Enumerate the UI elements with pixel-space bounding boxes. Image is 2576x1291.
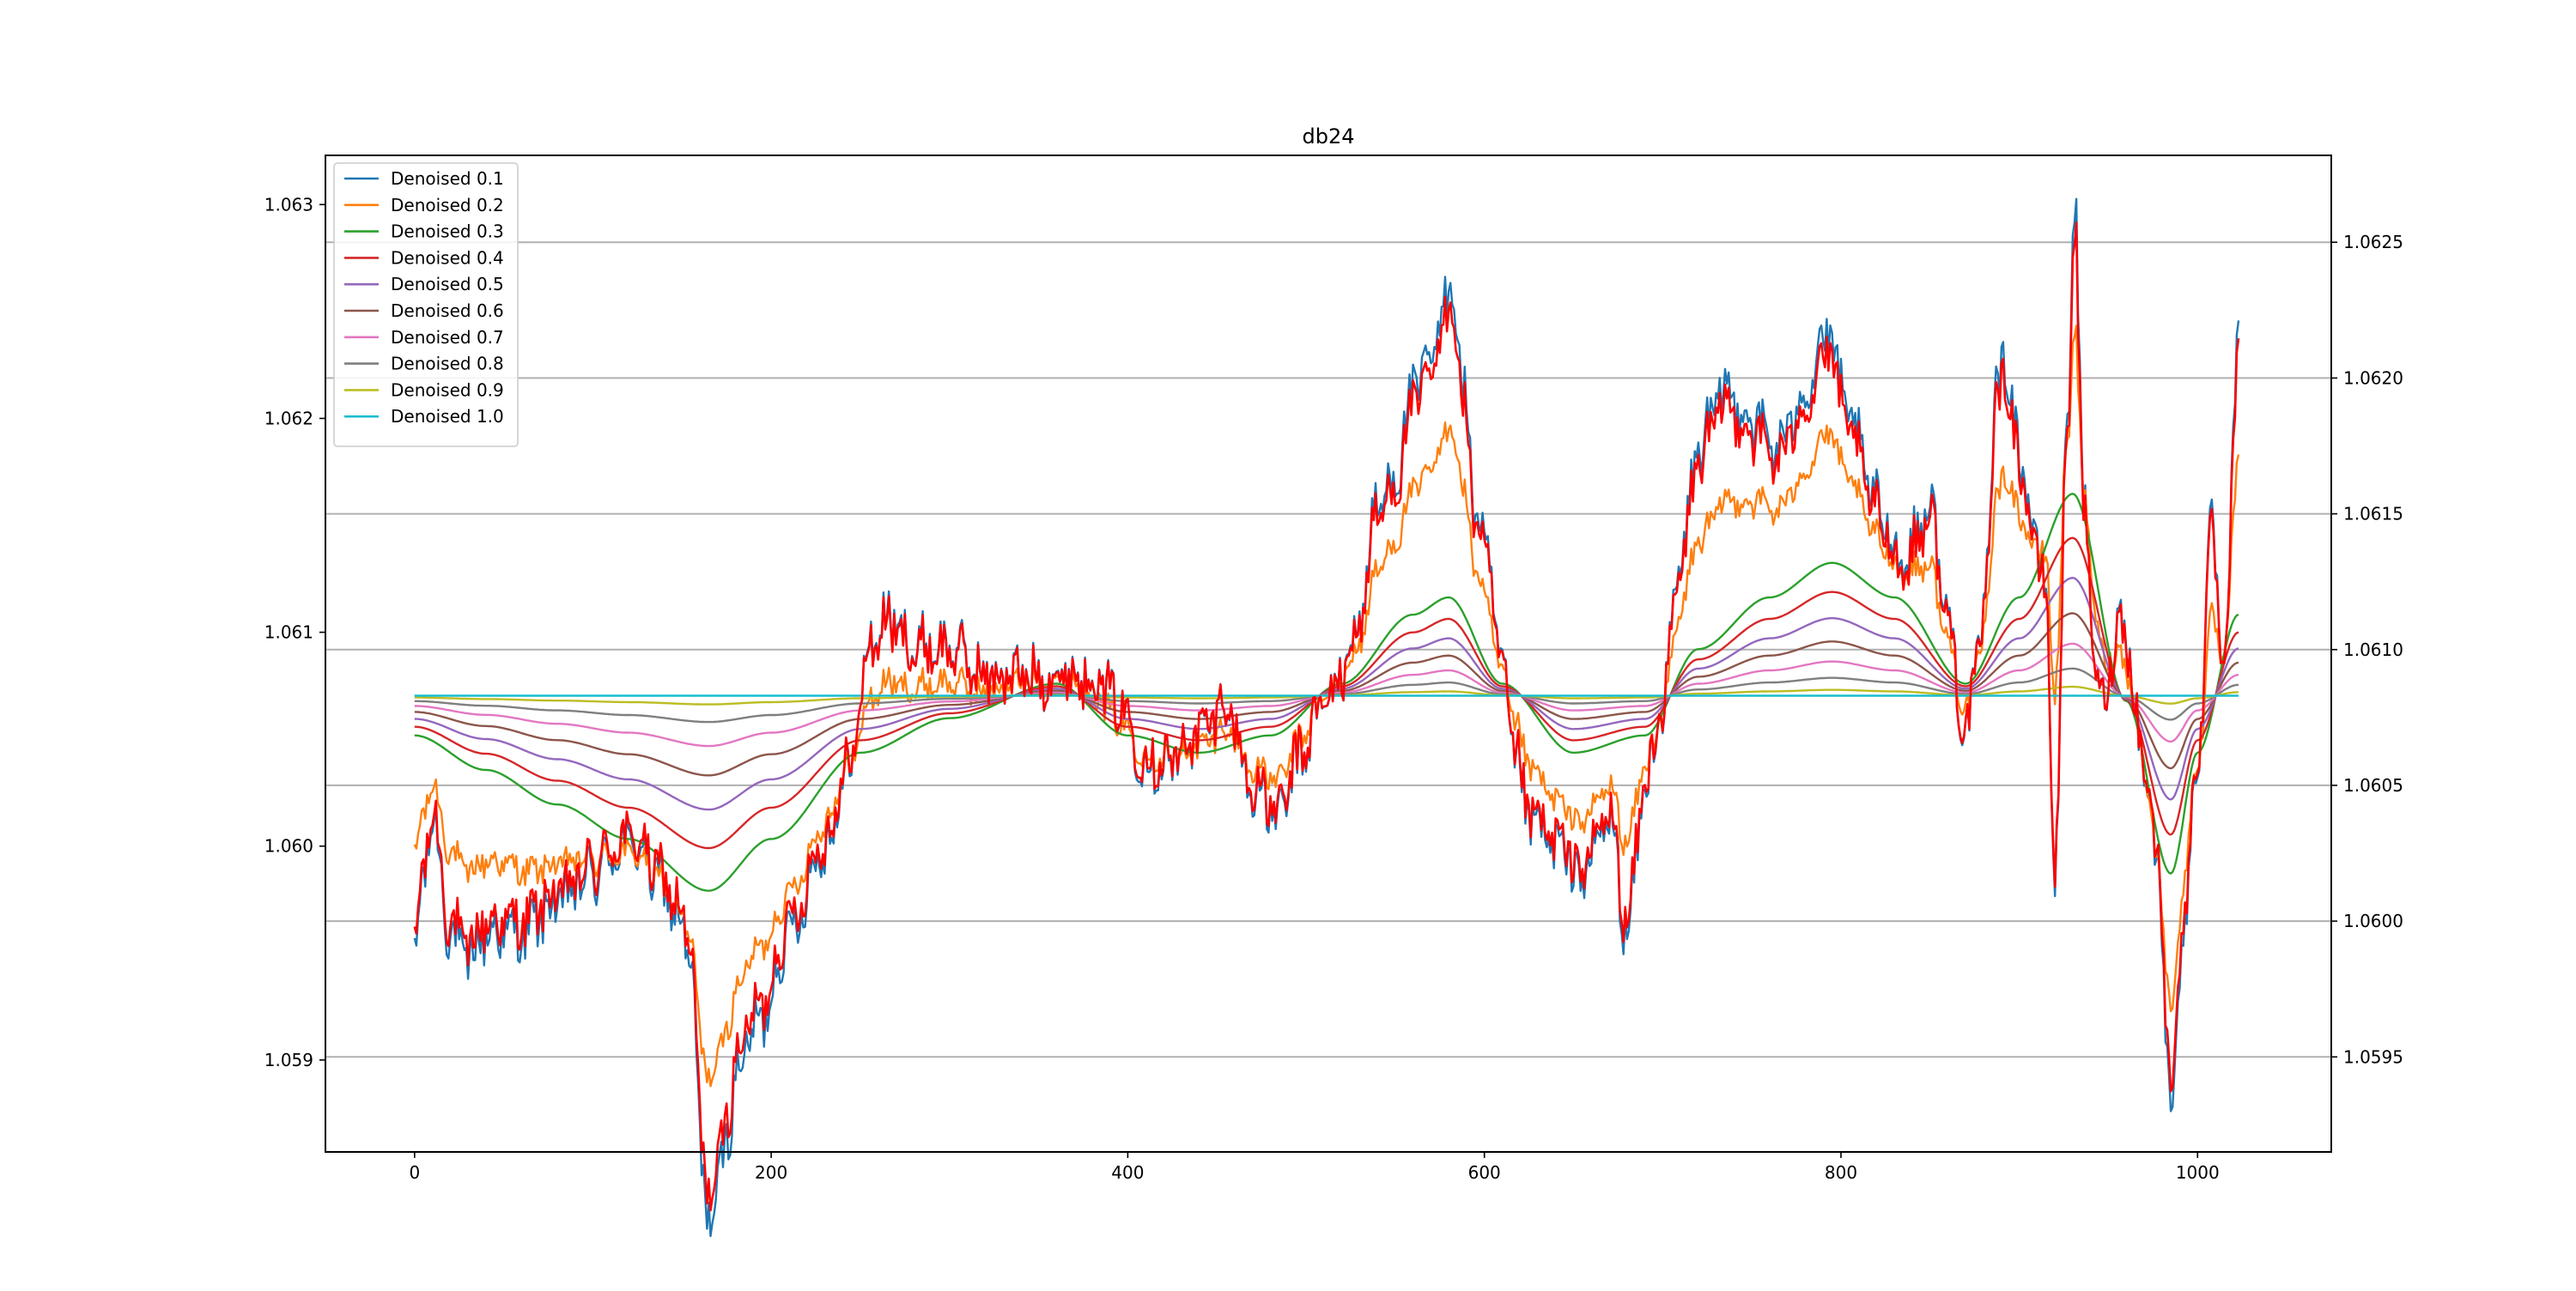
chart-title: db24	[1302, 124, 1354, 148]
y-right-tick-label: 1.0600	[2343, 911, 2403, 931]
legend-label: Denoised 0.4	[391, 247, 504, 268]
x-tick-label: 1000	[2176, 1162, 2220, 1183]
y-left-tick-label: 1.062	[264, 408, 313, 428]
x-tick-label: 600	[1468, 1162, 1501, 1183]
series-line-denoised-3	[414, 493, 2239, 892]
legend-label: Denoised 0.9	[391, 379, 504, 400]
legend-label: Denoised 0.3	[391, 221, 504, 242]
y-left-tick-label: 1.060	[264, 836, 313, 857]
y-left-tick-label: 1.063	[264, 194, 313, 215]
legend-label: Denoised 1.0	[391, 406, 504, 427]
y-left-tick-label: 1.061	[264, 622, 313, 643]
legend-label: Denoised 0.2	[391, 195, 504, 215]
axis-ticks: 0 200 400 600 800 1000 1.059 1.060 1.061 1.062 1.0…	[264, 194, 2403, 1183]
series-line-denoised-2	[413, 324, 2240, 1088]
y-right-tick-label: 1.0595	[2343, 1046, 2403, 1067]
series-line-denoised-4	[414, 536, 2239, 850]
series-line-original	[413, 221, 2240, 1212]
y-right-tick-label: 1.0625	[2343, 232, 2403, 252]
grid-lines	[325, 241, 2331, 1058]
y-right-tick-label: 1.0620	[2343, 367, 2403, 388]
legend-label: Denoised 0.5	[391, 274, 504, 294]
legend: Denoised 0.1 Denoised 0.2 Denoised 0.3 Deno…	[333, 162, 519, 447]
legend-label: Denoised 0.8	[391, 354, 504, 374]
series-lines	[413, 197, 2240, 1238]
x-tick-label: 800	[1825, 1162, 1857, 1183]
plot-area-frame	[325, 155, 2332, 1153]
y-right-tick-label: 1.0610	[2343, 639, 2403, 660]
legend-label: Denoised 0.7	[391, 327, 504, 348]
x-tick-label: 0	[409, 1162, 420, 1183]
legend-box	[333, 162, 519, 447]
y-right-tick-label: 1.0605	[2343, 775, 2403, 796]
legend-label: Denoised 0.6	[391, 300, 504, 321]
x-tick-label: 400	[1111, 1162, 1144, 1183]
x-tick-label: 200	[755, 1162, 787, 1183]
y-left-tick-label: 1.059	[264, 1050, 313, 1070]
y-right-tick-label: 1.0615	[2343, 504, 2403, 524]
legend-label: Denoised 0.1	[391, 168, 504, 189]
